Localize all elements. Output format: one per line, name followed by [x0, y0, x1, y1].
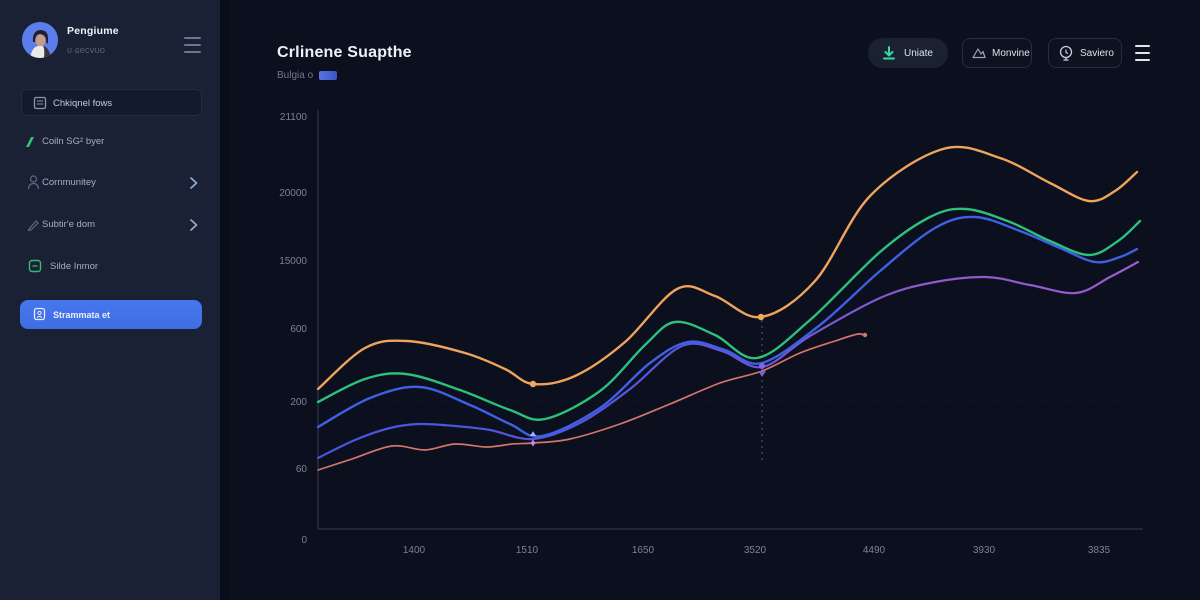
svg-text:3930: 3930: [973, 545, 996, 556]
svg-text:1510: 1510: [516, 545, 539, 556]
svg-text:3520: 3520: [744, 545, 767, 556]
svg-text:4490: 4490: [863, 545, 886, 556]
svg-text:600: 600: [290, 324, 307, 335]
svg-text:200: 200: [290, 397, 307, 408]
svg-text:20000: 20000: [279, 188, 307, 199]
svg-text:60: 60: [296, 464, 308, 475]
svg-text:0: 0: [301, 535, 307, 546]
svg-text:21100: 21100: [280, 112, 308, 123]
svg-text:3835: 3835: [1088, 545, 1111, 556]
svg-text:1400: 1400: [403, 545, 426, 556]
svg-text:15000: 15000: [279, 256, 307, 267]
svg-text:1650: 1650: [632, 545, 655, 556]
